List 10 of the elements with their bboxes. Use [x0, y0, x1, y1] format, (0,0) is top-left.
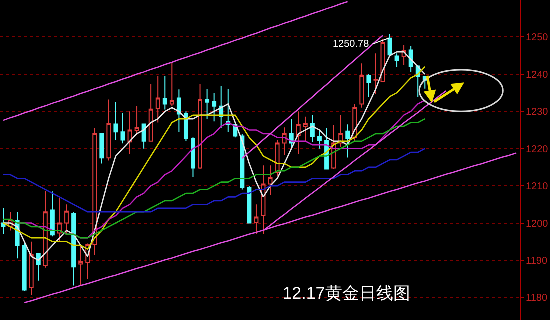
y-tick-label: 1220	[526, 144, 549, 156]
text: 12.17黄金日线图	[282, 284, 410, 303]
y-tick-label: 1200	[526, 218, 549, 230]
y-tick-label: 1180	[526, 293, 548, 304]
y-tick-label: 1240	[526, 70, 549, 81]
y-tick-label: 1250	[526, 32, 549, 44]
y-tick-label: 1210	[526, 182, 549, 193]
y-tick-label: 1230	[526, 107, 549, 118]
annotation: 1250.78	[333, 39, 370, 50]
y-tick-label: 1190	[526, 256, 548, 267]
